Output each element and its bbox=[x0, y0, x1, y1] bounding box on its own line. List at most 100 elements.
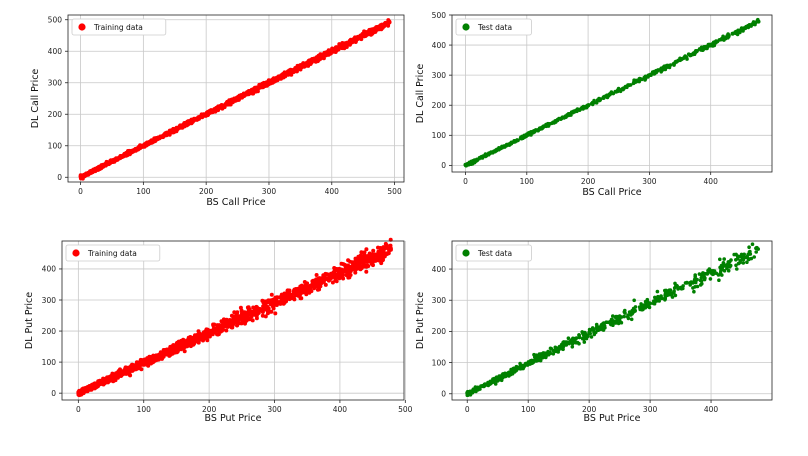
data-point bbox=[380, 253, 385, 258]
data-point bbox=[718, 257, 722, 262]
data-point bbox=[319, 280, 324, 285]
data-point bbox=[659, 67, 663, 72]
data-point bbox=[133, 148, 138, 153]
data-point bbox=[710, 270, 714, 275]
data-point bbox=[570, 345, 575, 349]
data-point bbox=[166, 348, 171, 353]
data-point bbox=[269, 309, 274, 314]
data-point bbox=[592, 100, 597, 105]
x-tick-label: 300 bbox=[642, 177, 657, 186]
data-point bbox=[266, 80, 271, 85]
data-point bbox=[580, 336, 585, 341]
data-point bbox=[142, 358, 147, 363]
data-point bbox=[234, 320, 239, 325]
data-point bbox=[751, 20, 756, 24]
data-point bbox=[705, 44, 710, 49]
data-point bbox=[468, 390, 473, 394]
data-point bbox=[514, 368, 519, 372]
data-point bbox=[344, 273, 349, 278]
data-point bbox=[171, 343, 176, 348]
data-point bbox=[299, 296, 304, 301]
data-point bbox=[717, 278, 721, 283]
data-point bbox=[378, 24, 383, 29]
data-point bbox=[495, 148, 499, 152]
data-point bbox=[203, 113, 208, 118]
data-point bbox=[363, 259, 368, 264]
data-point bbox=[263, 314, 268, 319]
y-tick-label: 100 bbox=[48, 142, 63, 151]
data-point bbox=[504, 143, 509, 148]
data-point bbox=[754, 250, 758, 254]
data-point bbox=[273, 311, 278, 316]
data-point bbox=[207, 110, 212, 114]
data-point bbox=[230, 100, 235, 105]
y-tick-label: 0 bbox=[441, 161, 446, 170]
data-point bbox=[80, 387, 85, 392]
data-point bbox=[726, 261, 730, 266]
data-point bbox=[108, 376, 113, 381]
data-point bbox=[747, 250, 752, 254]
chart-panel-2: 0 100 200 300 400 0 100 200 300 400 500 BS Call Pri… bbox=[415, 11, 773, 198]
data-point bbox=[283, 74, 288, 79]
data-point bbox=[325, 277, 330, 282]
data-point bbox=[684, 55, 689, 60]
data-point bbox=[681, 284, 685, 288]
data-point bbox=[377, 258, 382, 263]
data-point bbox=[745, 260, 749, 265]
data-point bbox=[163, 132, 168, 137]
scatter-series bbox=[465, 242, 760, 398]
data-point bbox=[688, 283, 692, 287]
data-point bbox=[502, 374, 506, 379]
data-point bbox=[676, 287, 680, 291]
data-point bbox=[364, 254, 369, 259]
data-point bbox=[589, 335, 594, 339]
data-point bbox=[651, 301, 656, 306]
data-point bbox=[343, 43, 347, 48]
data-point bbox=[315, 277, 320, 281]
data-point bbox=[617, 314, 622, 318]
data-point bbox=[539, 126, 544, 131]
data-point bbox=[299, 283, 304, 288]
data-point bbox=[698, 283, 703, 287]
data-point bbox=[746, 24, 750, 28]
data-point bbox=[254, 304, 259, 309]
data-point bbox=[319, 276, 324, 281]
x-axis-label: BS Call Price bbox=[582, 187, 641, 198]
data-point bbox=[736, 261, 741, 266]
data-point bbox=[685, 280, 689, 285]
y-tick-label: 400 bbox=[42, 265, 57, 274]
data-point bbox=[377, 253, 381, 258]
data-point bbox=[358, 267, 363, 272]
data-point bbox=[747, 245, 751, 249]
y-tick-label: 200 bbox=[432, 101, 447, 110]
data-point bbox=[529, 130, 533, 135]
data-point bbox=[288, 294, 293, 299]
data-point bbox=[750, 242, 755, 246]
data-point bbox=[183, 341, 188, 346]
data-point bbox=[653, 295, 657, 300]
x-tick-label: 500 bbox=[387, 187, 402, 196]
data-point bbox=[222, 105, 227, 110]
data-point bbox=[739, 252, 744, 257]
data-point bbox=[254, 87, 259, 92]
data-point bbox=[622, 314, 626, 319]
data-point bbox=[100, 381, 105, 386]
data-point bbox=[560, 345, 565, 349]
data-point bbox=[712, 40, 716, 45]
data-point bbox=[77, 391, 82, 396]
data-point bbox=[493, 377, 498, 382]
data-point bbox=[548, 346, 553, 351]
data-point bbox=[130, 362, 134, 367]
data-point bbox=[130, 366, 135, 371]
data-point bbox=[330, 46, 335, 51]
data-point bbox=[527, 360, 531, 365]
data-point bbox=[629, 313, 633, 317]
data-point bbox=[673, 281, 677, 286]
data-point bbox=[134, 364, 139, 369]
data-point bbox=[613, 315, 618, 320]
y-tick-label: 100 bbox=[432, 358, 447, 367]
data-point bbox=[647, 303, 651, 308]
data-point bbox=[341, 276, 346, 281]
data-point bbox=[643, 75, 647, 80]
data-point bbox=[326, 48, 331, 53]
